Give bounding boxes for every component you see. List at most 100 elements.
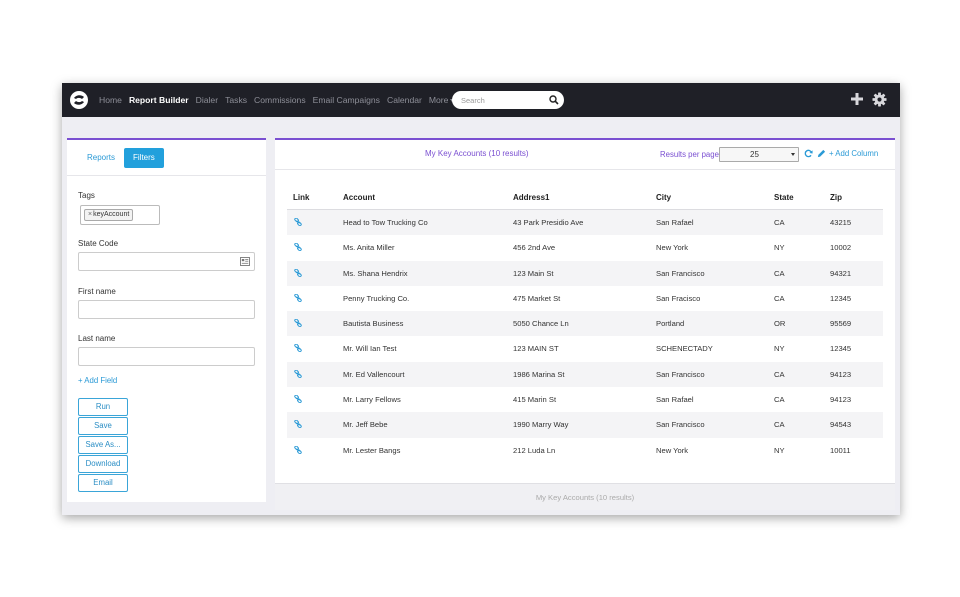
save-as-button[interactable]: Save As...	[78, 436, 128, 454]
link-icon[interactable]	[294, 268, 302, 277]
state-code-field[interactable]	[78, 252, 255, 272]
report-title: My Key Accounts (10 results)	[425, 149, 529, 158]
tags-input[interactable]: ×keyAccount	[80, 205, 160, 225]
nav-item-report-builder[interactable]: Report Builder	[129, 95, 189, 105]
search-input[interactable]	[461, 94, 546, 106]
cell-address1: 475 Market St	[513, 293, 561, 303]
email-button[interactable]: Email	[78, 474, 128, 492]
cell-state: CA	[774, 268, 785, 278]
cell-address1: 123 Main St	[513, 268, 554, 278]
cell-state: NY	[774, 243, 785, 253]
table-body: Head to Tow Trucking Co 43 Park Presidio …	[287, 210, 883, 463]
cell-zip: 12345	[830, 344, 852, 354]
cell-state: NY	[774, 344, 785, 354]
last-name-input[interactable]	[79, 350, 254, 367]
plus-icon[interactable]	[850, 92, 864, 106]
nav-links: Home Report Builder Dialer Tasks Commissions…	[99, 83, 461, 117]
column-header-address1[interactable]: Address1	[513, 193, 550, 202]
pencil-icon[interactable]	[817, 149, 826, 158]
table-row: Mr. Ed Vallencourt 1986 Marina St San Fran…	[287, 361, 883, 388]
cell-zip: 10002	[830, 243, 852, 253]
link-icon[interactable]	[294, 243, 302, 252]
table-row: Mr. Will Ian Test 123 MAIN ST SCHENECTADY N…	[287, 336, 883, 361]
chevron-down-icon	[791, 153, 795, 156]
link-icon[interactable]	[294, 395, 302, 404]
list-card-icon[interactable]	[240, 257, 250, 266]
cell-zip: 43215	[830, 218, 852, 227]
cell-address1: 212 Luda Ln	[513, 445, 556, 455]
cell-state: CA	[774, 369, 785, 379]
filters-sidebar: Reports Filters Tags ×keyAccount State C…	[67, 138, 266, 502]
table-row: Mr. Jeff Bebe 1990 Marry Way San Francisco…	[287, 412, 883, 438]
cell-address1: 1990 Marry Way	[513, 420, 569, 430]
last-name-field[interactable]	[78, 347, 255, 367]
cell-account: Ms. Anita Miller	[343, 243, 395, 253]
tab-filters[interactable]: Filters	[124, 148, 164, 168]
cell-address1: 456 2nd Ave	[513, 243, 556, 253]
first-name-field[interactable]	[78, 300, 255, 320]
cell-address1: 415 Marin St	[513, 395, 557, 405]
add-column-link[interactable]: + Add Column	[829, 149, 879, 158]
cell-state: CA	[774, 395, 785, 405]
nav-item-label: Commissions	[254, 95, 306, 105]
link-icon[interactable]	[294, 344, 302, 353]
refresh-icon[interactable]	[804, 149, 813, 158]
cell-city: San Francisco	[656, 268, 705, 278]
link-icon[interactable]	[294, 293, 302, 302]
cell-zip: 94123	[830, 395, 852, 405]
nav-item-tasks[interactable]: Tasks	[225, 95, 247, 105]
table-row: Ms. Shana Hendrix 123 Main St San Francisc…	[287, 260, 883, 286]
tag-remove-icon[interactable]: ×	[88, 211, 93, 218]
cell-state: NY	[774, 445, 785, 455]
cell-address1: 123 MAIN ST	[513, 344, 559, 354]
link-icon[interactable]	[294, 218, 302, 226]
results-table: Link Account Address1 City State Zip Hea…	[287, 186, 883, 463]
save-button[interactable]: Save	[78, 417, 128, 435]
nav-item-dialer[interactable]: Dialer	[196, 95, 218, 105]
column-header-zip[interactable]: Zip	[830, 193, 842, 202]
app-window: Home Report Builder Dialer Tasks Commissions…	[62, 83, 900, 515]
nav-item-label: Home	[99, 95, 122, 105]
column-header-link[interactable]: Link	[293, 193, 310, 202]
nav-item-calendar[interactable]: Calendar	[387, 95, 422, 105]
logo-icon[interactable]	[70, 91, 88, 109]
report-panel: My Key Accounts (10 results) Results per…	[275, 138, 895, 510]
add-field-link[interactable]: + Add Field	[78, 376, 118, 385]
table-row: Penny Trucking Co. 475 Market St San Fraci…	[287, 286, 883, 311]
cell-account: Mr. Will Ian Test	[343, 344, 397, 354]
link-icon[interactable]	[294, 445, 302, 454]
cell-city: SCHENECTADY	[656, 344, 713, 354]
column-header-account[interactable]: Account	[343, 193, 375, 202]
cell-city: San Francisco	[656, 420, 705, 430]
download-button[interactable]: Download	[78, 455, 128, 473]
column-header-state[interactable]: State	[774, 193, 794, 202]
first-name-input[interactable]	[79, 303, 254, 320]
tags-label: Tags	[78, 191, 95, 200]
search-icon[interactable]	[549, 95, 559, 105]
link-icon[interactable]	[294, 420, 302, 429]
nav-item-label: Dialer	[195, 95, 219, 105]
results-per-page-select[interactable]: 25	[719, 147, 799, 162]
tab-reports[interactable]: Reports	[87, 153, 116, 162]
cell-state: CA	[774, 218, 785, 227]
nav-item-more[interactable]: More	[429, 95, 455, 105]
cell-zip: 94543	[830, 420, 852, 430]
cell-city: San Francisco	[656, 369, 705, 379]
column-header-city[interactable]: City	[656, 193, 672, 202]
cell-zip: 95569	[830, 319, 852, 329]
table-row: Bautista Business 5050 Chance Ln Portland O…	[287, 311, 883, 337]
run-button[interactable]: Run	[78, 398, 128, 416]
link-icon[interactable]	[294, 369, 302, 378]
state-code-input[interactable]	[79, 255, 254, 272]
cell-account: Head to Tow Trucking Co	[343, 218, 428, 227]
nav-item-home[interactable]: Home	[99, 95, 122, 105]
tag-chip: ×keyAccount	[84, 209, 134, 221]
link-icon[interactable]	[294, 319, 302, 328]
table-row: Ms. Anita Miller 456 2nd Ave New York NY 100…	[287, 235, 883, 260]
nav-item-email-campaigns[interactable]: Email Campaigns	[313, 95, 380, 105]
gear-icon[interactable]	[872, 92, 887, 107]
nav-item-commissions[interactable]: Commissions	[254, 95, 306, 105]
report-footer: My Key Accounts (10 results)	[275, 483, 895, 510]
cell-zip: 94321	[830, 268, 852, 278]
nav-item-label: Email Campaigns	[312, 95, 380, 105]
